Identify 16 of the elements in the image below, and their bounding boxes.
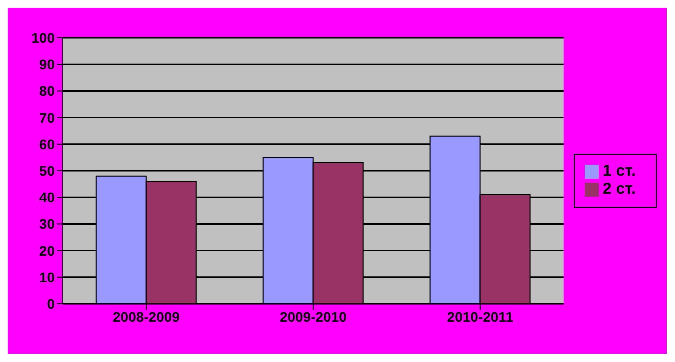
y-tick-label: 100: [32, 30, 56, 46]
y-tick-label: 0: [47, 296, 56, 312]
legend-label: 1 ст.: [602, 163, 636, 180]
y-tick-label: 50: [39, 162, 56, 179]
y-tick-label: 70: [39, 110, 56, 126]
y-tick-label: 40: [39, 190, 56, 206]
x-tick-label: 2009-2010: [280, 308, 348, 325]
y-tick-label: 10: [39, 269, 56, 286]
y-tick-label: 80: [39, 83, 56, 100]
y-tick-label: 90: [39, 56, 56, 73]
legend-label: 2 ст.: [602, 181, 636, 198]
y-tick-label: 60: [39, 136, 56, 152]
y-tick-label: 20: [39, 242, 56, 259]
x-tick-label: 2008-2009: [113, 308, 180, 325]
x-tick-label: 2010-2011: [447, 308, 514, 325]
y-tick-label: 30: [39, 216, 56, 232]
